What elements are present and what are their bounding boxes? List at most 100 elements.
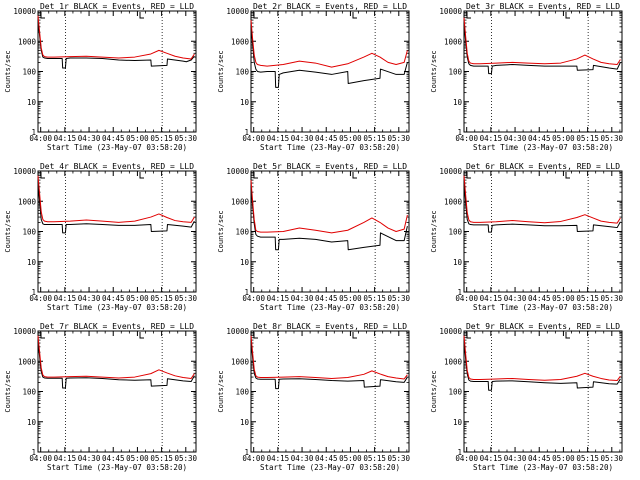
y-axis-label: Counts/sec — [4, 370, 12, 412]
x-tick-label: 05:15 — [150, 134, 173, 143]
y-tick-label: 10000 — [13, 167, 36, 176]
plot-frame — [463, 330, 623, 453]
x-tick-label: 05:00 — [552, 294, 575, 303]
lld-series-line — [37, 335, 195, 379]
end-marker — [352, 12, 357, 19]
x-axis-label: Start Time (23-May-07 03:58:20) — [260, 143, 400, 152]
y-axis-label: Counts/sec — [217, 210, 225, 252]
y-tick-label: 100 — [448, 228, 462, 237]
y-tick-label: 10 — [453, 98, 463, 107]
x-tick-label: 05:00 — [552, 134, 575, 143]
panel-det-2r: Det 2r BLACK = Events, RED = LLD 1 10 100 10… — [217, 2, 411, 152]
x-tick-label: 05:00 — [552, 454, 575, 463]
panel-det-1r: Det 1r BLACK = Events, RED = LLD 1 10 100 10… — [4, 2, 198, 152]
plot-frame — [463, 170, 623, 293]
x-tick-label: 04:00 — [29, 134, 52, 143]
start-marker — [253, 332, 258, 339]
panel-title: Det 2r BLACK = Events, RED = LLD — [253, 2, 407, 11]
x-tick-label: 05:30 — [175, 134, 198, 143]
start-marker — [466, 172, 471, 179]
x-tick-label: 04:15 — [480, 134, 503, 143]
panel-title: Det 7r BLACK = Events, RED = LLD — [40, 322, 194, 331]
y-tick-label: 1000 — [18, 37, 37, 46]
x-tick-label: 05:00 — [339, 134, 362, 143]
start-marker — [466, 12, 471, 19]
y-tick-label: 10 — [453, 258, 463, 267]
y-axis-label: Counts/sec — [217, 370, 225, 412]
x-tick-label: 04:45 — [102, 454, 125, 463]
y-tick-label: 10000 — [226, 327, 249, 336]
y-tick-label: 100 — [22, 68, 36, 77]
y-tick-label: 1 — [31, 128, 36, 137]
x-tick-label: 04:45 — [315, 294, 338, 303]
x-tick-label: 04:45 — [102, 134, 125, 143]
plot-frame — [37, 330, 197, 453]
x-tick-label: 04:45 — [528, 134, 551, 143]
events-series-line — [463, 340, 621, 391]
x-tick-label: 05:30 — [388, 454, 411, 463]
x-tick-label: 04:45 — [528, 294, 551, 303]
y-tick-label: 1 — [457, 128, 462, 137]
x-tick-label: 04:15 — [54, 454, 77, 463]
x-tick-label: 04:45 — [315, 134, 338, 143]
x-tick-label: 04:45 — [102, 294, 125, 303]
x-tick-label: 05:30 — [175, 294, 198, 303]
x-tick-label: 04:30 — [78, 134, 101, 143]
x-tick-label: 05:00 — [126, 294, 149, 303]
y-axis-label: Counts/sec — [430, 50, 438, 92]
start-marker — [40, 332, 45, 339]
plot-frame — [250, 330, 410, 453]
lld-series-line — [463, 335, 621, 382]
y-tick-label: 10000 — [439, 7, 462, 16]
y-tick-label: 10 — [240, 98, 250, 107]
start-marker — [253, 12, 258, 19]
x-axis-label: Start Time (23-May-07 03:58:20) — [47, 143, 187, 152]
x-tick-label: 04:45 — [315, 454, 338, 463]
y-tick-label: 1 — [244, 128, 249, 137]
x-tick-label: 04:15 — [54, 294, 77, 303]
x-tick-label: 04:30 — [291, 294, 314, 303]
x-tick-label: 05:00 — [126, 454, 149, 463]
events-series-line — [37, 20, 195, 69]
events-series-line — [37, 182, 195, 234]
x-tick-label: 05:15 — [576, 454, 599, 463]
x-tick-label: 05:30 — [388, 294, 411, 303]
x-tick-label: 04:30 — [291, 134, 314, 143]
y-tick-label: 10000 — [439, 167, 462, 176]
x-tick-label: 05:15 — [576, 134, 599, 143]
events-series-line — [37, 340, 195, 389]
x-tick-label: 05:00 — [126, 134, 149, 143]
x-axis-label: Start Time (23-May-07 03:58:20) — [47, 463, 187, 472]
y-axis-label: Counts/sec — [430, 210, 438, 252]
y-tick-label: 100 — [22, 228, 36, 237]
x-tick-label: 05:30 — [601, 294, 624, 303]
end-marker — [565, 12, 570, 19]
y-tick-label: 100 — [235, 388, 249, 397]
x-axis-label: Start Time (23-May-07 03:58:20) — [473, 303, 613, 312]
y-tick-label: 1 — [457, 448, 462, 457]
end-marker — [139, 172, 144, 179]
lld-series-line — [250, 20, 408, 68]
y-tick-label: 1000 — [444, 197, 463, 206]
x-axis-label: Start Time (23-May-07 03:58:20) — [473, 143, 613, 152]
events-series-line — [250, 186, 408, 251]
plot-frame — [463, 10, 623, 133]
y-tick-label: 10000 — [13, 7, 36, 16]
x-tick-label: 05:30 — [601, 134, 624, 143]
y-tick-label: 10 — [27, 98, 37, 107]
x-tick-label: 04:15 — [267, 294, 290, 303]
panel-det-3r: Det 3r BLACK = Events, RED = LLD 1 10 100 10… — [430, 2, 624, 152]
panel-det-5r: Det 5r BLACK = Events, RED = LLD 1 10 100 10… — [217, 162, 411, 312]
panel-det-7r: Det 7r BLACK = Events, RED = LLD 1 10 100 10… — [4, 322, 198, 472]
y-tick-label: 1 — [457, 288, 462, 297]
x-tick-label: 05:15 — [150, 454, 173, 463]
x-tick-label: 05:30 — [601, 454, 624, 463]
y-tick-label: 1 — [31, 288, 36, 297]
x-tick-label: 04:15 — [267, 454, 290, 463]
x-tick-label: 04:00 — [455, 134, 478, 143]
panel-title: Det 5r BLACK = Events, RED = LLD — [253, 162, 407, 171]
x-axis-label: Start Time (23-May-07 03:58:20) — [47, 303, 187, 312]
x-tick-label: 04:00 — [29, 454, 52, 463]
y-tick-label: 1000 — [18, 197, 37, 206]
